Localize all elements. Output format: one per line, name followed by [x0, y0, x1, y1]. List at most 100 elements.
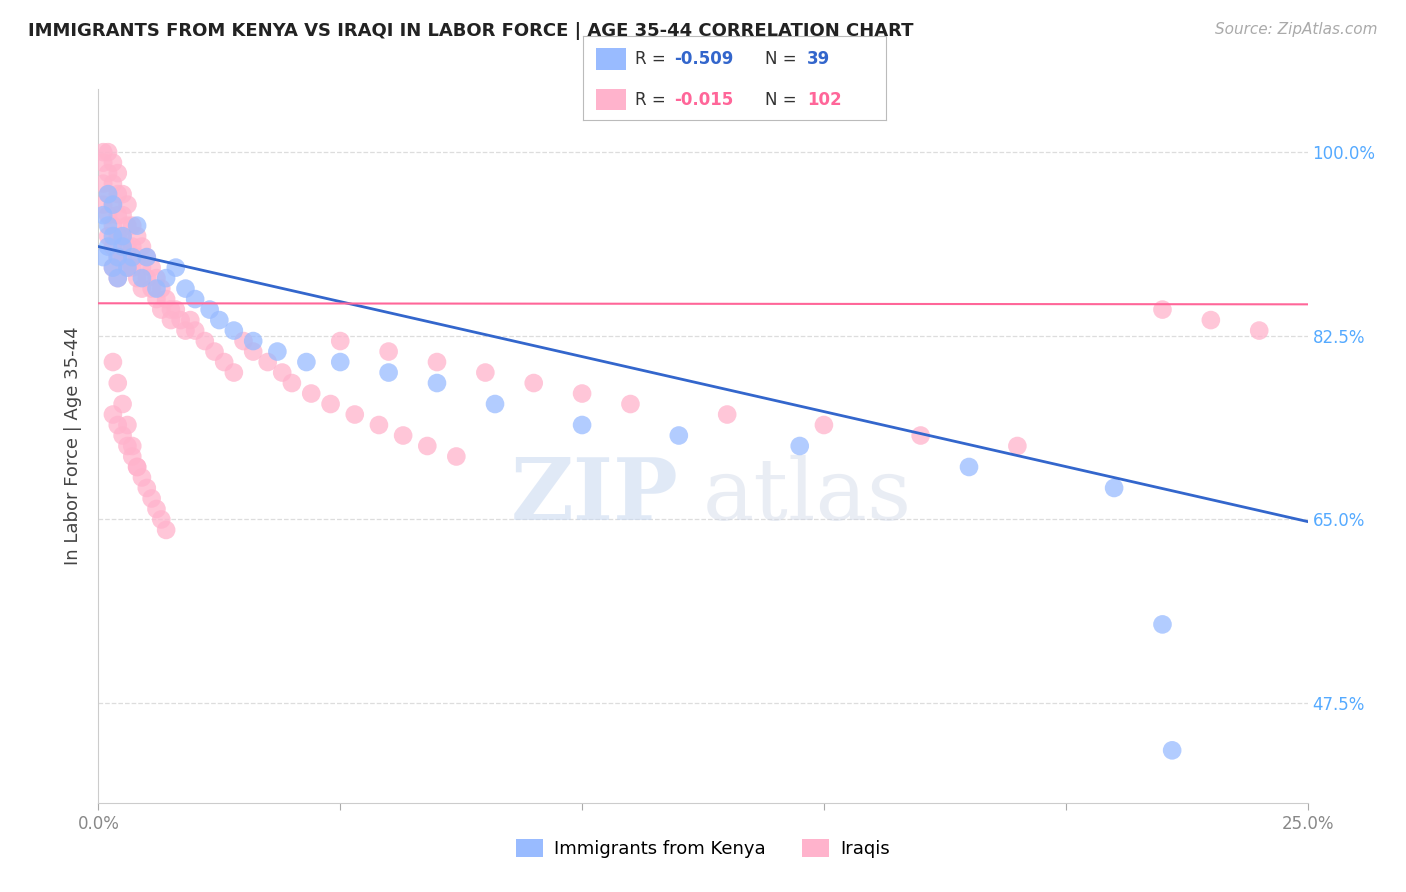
Point	[281, 376, 304, 390]
Point	[135, 250, 157, 264]
Point	[174, 282, 197, 296]
Point	[571, 386, 593, 401]
Point	[101, 229, 124, 244]
Point	[101, 177, 124, 191]
Point	[97, 219, 120, 233]
Point	[343, 408, 366, 422]
Point	[377, 344, 399, 359]
Point	[179, 313, 201, 327]
Point	[910, 428, 932, 442]
Point	[97, 166, 120, 180]
Point	[91, 155, 114, 169]
Text: -0.509: -0.509	[675, 50, 734, 68]
Point	[222, 324, 245, 338]
Point	[222, 366, 245, 380]
Text: N =: N =	[765, 50, 796, 68]
Point	[1199, 313, 1222, 327]
Point	[813, 417, 835, 432]
Point	[111, 187, 134, 202]
Point	[135, 250, 157, 264]
Point	[117, 239, 139, 253]
Point	[184, 292, 207, 306]
Point	[101, 408, 124, 422]
Point	[1249, 324, 1271, 338]
Point	[111, 229, 134, 244]
Point	[426, 376, 449, 390]
Point	[184, 324, 207, 338]
Point	[107, 250, 129, 264]
Point	[256, 355, 278, 369]
Point	[121, 260, 143, 275]
Point	[150, 282, 173, 296]
Point	[474, 366, 496, 380]
Point	[165, 302, 187, 317]
Point	[145, 502, 167, 516]
Point	[91, 197, 114, 211]
Point	[101, 260, 124, 275]
Point	[141, 282, 163, 296]
Point	[121, 219, 143, 233]
Point	[208, 313, 231, 327]
Point	[135, 271, 157, 285]
Point	[107, 271, 129, 285]
Point	[295, 355, 318, 369]
Point	[127, 271, 149, 285]
Point	[377, 366, 399, 380]
Text: R =: R =	[636, 50, 665, 68]
Point	[111, 397, 134, 411]
Point	[416, 439, 439, 453]
Point	[131, 260, 153, 275]
Point	[97, 187, 120, 202]
Bar	[596, 48, 626, 70]
Point	[716, 408, 738, 422]
Point	[91, 145, 114, 160]
Point	[1152, 617, 1174, 632]
Point	[484, 397, 506, 411]
Point	[150, 302, 173, 317]
Point	[1161, 743, 1184, 757]
Point	[271, 366, 294, 380]
Point	[131, 282, 153, 296]
Point	[107, 417, 129, 432]
Text: R =: R =	[636, 91, 665, 109]
Point	[97, 239, 120, 253]
Point	[141, 260, 163, 275]
Point	[107, 166, 129, 180]
Point	[107, 376, 129, 390]
Point	[101, 197, 124, 211]
Text: 39: 39	[807, 50, 831, 68]
Point	[155, 292, 177, 306]
Point	[789, 439, 811, 453]
Point	[131, 271, 153, 285]
Point	[111, 428, 134, 442]
Point	[1152, 302, 1174, 317]
Point	[91, 177, 114, 191]
Point	[127, 219, 149, 233]
Point	[127, 229, 149, 244]
Point	[107, 208, 129, 222]
Point	[117, 260, 139, 275]
Text: IMMIGRANTS FROM KENYA VS IRAQI IN LABOR FORCE | AGE 35-44 CORRELATION CHART: IMMIGRANTS FROM KENYA VS IRAQI IN LABOR …	[28, 22, 914, 40]
Point	[619, 397, 641, 411]
Point	[121, 239, 143, 253]
Point	[392, 428, 415, 442]
Point	[329, 334, 352, 348]
Point	[242, 334, 264, 348]
Point	[117, 417, 139, 432]
Point	[160, 302, 183, 317]
Point	[299, 386, 322, 401]
Point	[101, 355, 124, 369]
Point	[165, 260, 187, 275]
Point	[97, 229, 120, 244]
Text: -0.015: -0.015	[675, 91, 734, 109]
Point	[212, 355, 235, 369]
Text: ZIP: ZIP	[510, 454, 679, 538]
Point	[571, 417, 593, 432]
Point	[155, 271, 177, 285]
Point	[117, 197, 139, 211]
Point	[117, 439, 139, 453]
Point	[145, 271, 167, 285]
Point	[426, 355, 449, 369]
Point	[131, 470, 153, 484]
Point	[111, 229, 134, 244]
